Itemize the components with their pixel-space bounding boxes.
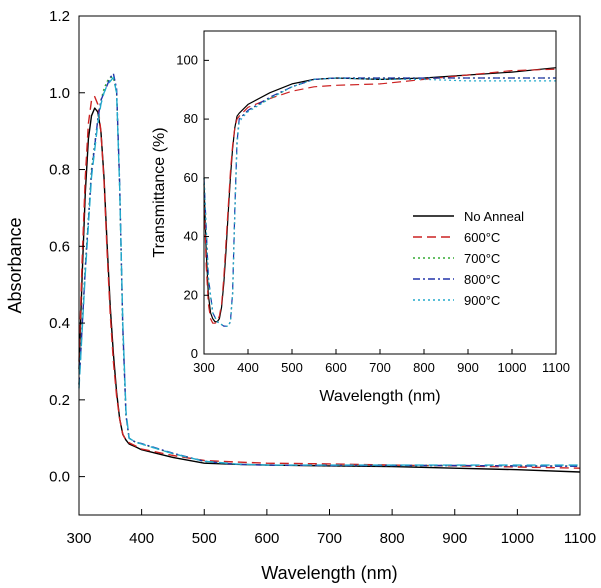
x-tick-label: 300 — [66, 530, 91, 547]
legend-label: 600°C — [464, 230, 500, 245]
inset-x-tick-label: 1000 — [498, 360, 527, 375]
y-tick-label: 0.6 — [49, 238, 70, 255]
inset-y-tick-label: 80 — [184, 111, 198, 126]
x-axis-title: Wavelength (nm) — [261, 563, 397, 583]
inset-x-tick-label: 300 — [193, 360, 215, 375]
y-tick-label: 0.0 — [49, 469, 70, 486]
x-tick-label: 900 — [442, 530, 467, 547]
inset-x-tick-label: 900 — [457, 360, 479, 375]
inset-series-line-1 — [203, 68, 557, 324]
inset-x-tick-label: 1100 — [542, 360, 570, 375]
y-axis-title: Absorbance — [5, 217, 25, 313]
x-tick-label: 800 — [380, 530, 405, 547]
inset-x-tick-label: 600 — [325, 360, 347, 375]
series-line-1 — [78, 95, 581, 469]
inset-y-tick-label: 0 — [191, 346, 198, 361]
x-tick-label: 1000 — [501, 530, 534, 547]
x-tick-label: 600 — [254, 530, 279, 547]
legend: No Anneal 600°C 700°C 800°C 900°C — [413, 209, 524, 308]
inset-x-tick-label: 400 — [237, 360, 259, 375]
y-tick-label: 0.4 — [49, 315, 70, 332]
inset-y-axis-title: Transmittance (%) — [151, 127, 168, 257]
inset-y-tick-label: 20 — [184, 287, 198, 302]
legend-label: No Anneal — [464, 209, 524, 224]
main-plot-area: 300 400 500 600 700 800 900 1000 11000.00.20.40.… — [5, 8, 596, 583]
legend-label: 900°C — [464, 293, 500, 308]
x-tick-label: 400 — [129, 530, 154, 547]
inset-x-tick-label: 700 — [369, 360, 391, 375]
inset-x-tick-label: 500 — [281, 360, 303, 375]
inset-y-tick-label: 100 — [176, 52, 198, 67]
y-tick-label: 1.2 — [49, 8, 70, 25]
plot-frame — [78, 15, 581, 516]
inset-series-line-4 — [203, 77, 556, 327]
inset-y-tick-label: 60 — [184, 170, 198, 185]
series-line-0 — [78, 107, 581, 473]
y-tick-label: 1.0 — [49, 85, 70, 102]
series-line-4 — [78, 76, 580, 466]
series-line-3 — [78, 72, 581, 467]
legend-label: 700°C — [464, 251, 500, 266]
legend-label: 800°C — [464, 272, 500, 287]
x-tick-label: 500 — [192, 530, 217, 547]
inset-series-line-3 — [203, 77, 556, 327]
inset-x-tick-label: 800 — [413, 360, 435, 375]
y-tick-label: 0.2 — [49, 392, 70, 409]
x-tick-label: 700 — [317, 530, 342, 547]
x-tick-label: 1100 — [564, 530, 596, 547]
inset-y-tick-label: 40 — [184, 229, 198, 244]
inset-series-line-2 — [203, 77, 556, 327]
inset-x-axis-title: Wavelength (nm) — [319, 388, 440, 405]
inset-plot-area: 300 400 500 600 700 800 900 1000 1100 0 20 40 60 80 10… — [151, 30, 570, 405]
y-tick-label: 0.8 — [49, 162, 70, 179]
